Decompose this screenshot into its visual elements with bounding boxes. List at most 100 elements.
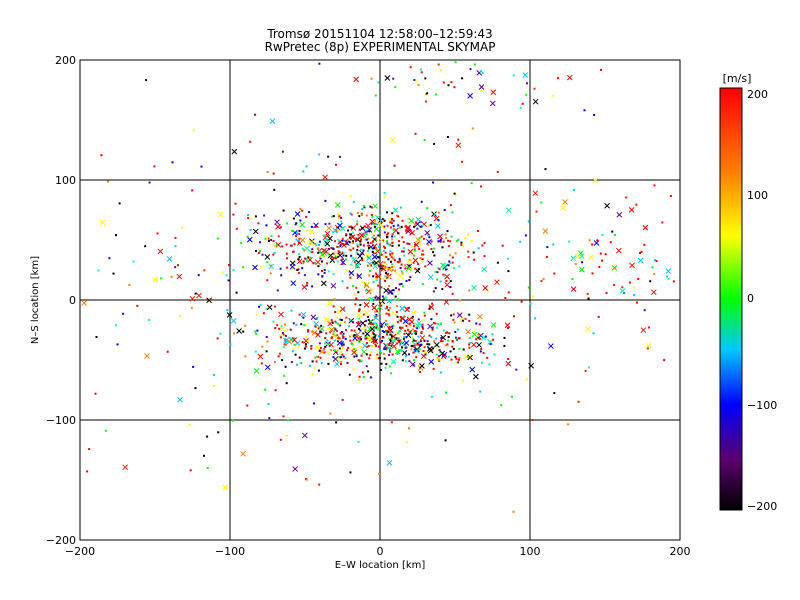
data-point-dot [295,323,298,326]
data-point-dot [356,251,359,254]
data-point-dot [386,276,389,279]
data-point-dot [299,207,302,210]
data-point-dot [398,288,400,291]
data-point-dot [338,215,341,218]
data-point-dot [104,429,107,432]
data-point-dot [384,267,387,269]
data-point-dot [411,311,414,314]
data-point-dot [338,251,341,254]
data-point-dot [291,350,294,353]
data-point-dot [284,365,287,368]
data-point-cross [440,334,447,341]
data-point-dot [357,236,360,239]
data-point-dot [669,195,672,197]
data-point-dot [436,278,439,281]
data-point-dot [273,244,275,247]
data-point-dot [452,318,455,321]
data-point-dot [319,356,322,359]
data-point-dot [367,264,370,267]
data-point-dot [531,419,534,421]
data-point-dot [451,292,454,295]
data-point-dot [299,219,302,222]
data-point-dot [375,326,378,329]
data-point-cross [629,262,635,269]
data-point-dot [553,392,556,395]
data-point-cross [579,266,585,273]
data-point-dot [280,325,283,328]
data-point-dot [319,257,322,260]
data-point-dot [203,269,206,272]
data-point-cross [310,314,317,321]
data-point-dot [507,358,510,360]
data-point-dot [480,89,483,92]
data-point-dot [439,322,442,325]
data-point-cross [304,245,310,252]
data-point-cross [307,257,313,263]
data-point-dot [334,339,336,342]
data-point-dot [442,81,445,84]
data-point-dot [392,224,395,227]
data-point-dot [380,219,382,222]
data-point-dot [435,312,438,315]
data-point-dot [477,230,479,232]
data-point-dot [340,220,343,223]
data-point-dot [420,331,423,333]
data-point-dot [398,257,401,260]
data-point-dot [372,252,375,255]
data-point-dot [267,237,270,240]
data-point-dot [377,245,380,248]
data-point-dot [332,247,335,250]
data-point-dot [403,254,406,257]
data-point-dot [272,320,275,323]
data-point-dot [365,337,368,340]
data-point-dot [297,346,300,349]
data-point-cross [532,98,539,105]
data-point-dot [383,225,386,228]
data-point-dot [399,206,402,209]
data-point-cross [323,316,330,322]
data-point-dot [393,298,396,301]
data-point-cross [383,287,390,294]
data-point-dot [370,264,373,267]
data-point-dot [479,390,482,393]
data-point-dot [386,240,389,243]
data-point-dot [391,235,394,238]
data-point-cross [320,280,327,287]
data-point-dot [352,340,355,343]
data-point-cross [360,232,367,238]
data-point-dot [292,322,295,325]
data-point-dot [429,305,431,308]
data-point-dot [244,324,247,327]
data-point-dot [467,250,470,253]
data-point-dot [300,362,303,365]
data-point-dot [177,264,179,267]
data-point-dot [284,341,287,344]
data-point-dot [115,234,117,237]
data-point-dot [394,86,397,89]
data-point-dot [451,211,454,214]
data-point-dot [427,234,429,237]
data-point-dot [337,213,340,216]
data-point-dot [336,334,339,337]
data-point-dot [423,314,426,317]
data-point-dot [455,336,458,339]
data-point-dot [421,325,424,328]
data-point-dot [332,257,335,260]
data-point-dot [368,226,371,229]
data-point-dot [324,223,327,226]
data-point-dot [393,259,396,262]
data-point-cross [348,270,355,276]
data-point-dot [294,223,297,226]
data-point-dot [330,319,333,322]
data-point-dot [392,219,395,222]
data-point-dot [349,276,352,279]
data-point-dot [416,327,419,330]
data-point-dot [354,303,357,306]
data-point-cross [378,221,384,228]
y-tick-label: −100 [46,414,76,427]
data-point-cross [371,304,378,311]
data-point-dot [298,256,301,258]
data-point-dot [266,340,269,343]
data-point-dot [391,241,394,244]
data-point-dot [371,250,374,253]
